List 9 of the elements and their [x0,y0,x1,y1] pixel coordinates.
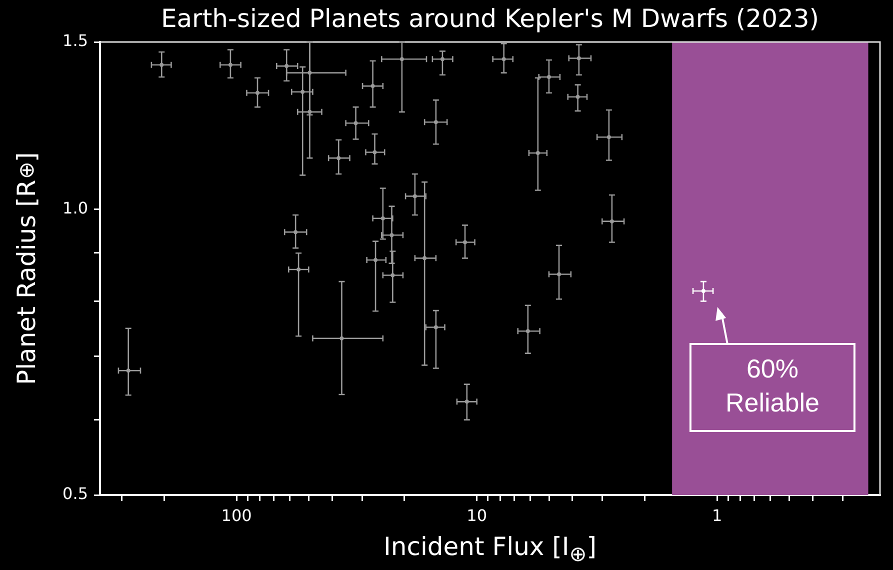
x-axis-title: Incident Flux [I$_{⊕}$] [382,532,598,566]
y-tick-label: 1.0 [62,198,88,218]
x-tick-label: 100 [221,506,252,525]
y-tick-label: 1.5 [62,31,88,50]
x-tick-label: 10 [466,506,488,525]
x-tick-label: 1 [712,506,722,525]
chart-title: Earth-sized Planets around Kepler's M Dwarfs (2023) [160,4,820,33]
annotation: 60% Reliable [725,354,820,418]
y-tick-label: 0.5 [62,484,88,504]
